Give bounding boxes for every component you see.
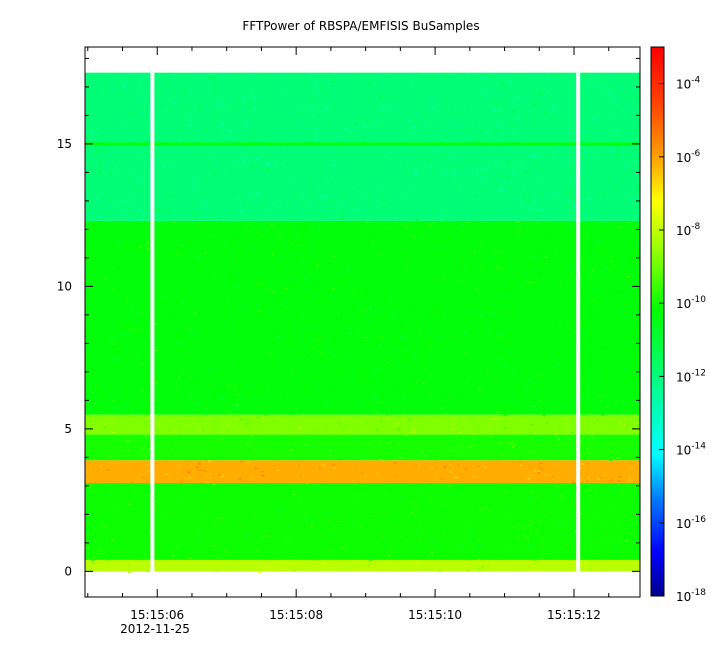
x-axis: 15:15:06 15:15:08 15:15:10 15:15:12	[87, 47, 610, 622]
colorbar-tick-label-1: 10-6	[676, 149, 701, 165]
plot-frame	[84, 46, 641, 598]
x-axis-date-label: 2012-11-25	[120, 622, 190, 636]
band-texture-6	[85, 72, 640, 223]
y-tick-label-2: 10	[57, 279, 72, 293]
colorbar	[650, 46, 665, 597]
band-texture-5	[85, 221, 640, 417]
y-tick-label-1: 5	[64, 422, 72, 436]
data-gaps	[150, 72, 581, 572]
x-tick-label-2: 15:15:10	[408, 608, 462, 622]
band-texture-1	[85, 483, 640, 561]
spectral-line-0	[85, 142, 640, 146]
data-gap-0	[150, 72, 155, 572]
band-texture-2	[85, 460, 634, 485]
spectrogram-band-4	[85, 414, 640, 435]
colorbar-tick-label-2: 10-8	[676, 222, 701, 238]
colorbar-tick-label-5: 10-14	[676, 442, 706, 458]
colorbar-axis: 10-4 10-6 10-8 10-10 10-12 10-14 10-16 10-18	[659, 76, 706, 604]
spectrogram-image	[85, 72, 640, 573]
colorbar-tick-label-4: 10-12	[676, 368, 706, 384]
colorbar-tick-label-0: 10-4	[676, 76, 701, 92]
spectrogram-band-1	[85, 483, 640, 560]
colorbar-tick-label-6: 10-16	[676, 515, 706, 531]
x-tick-label-1: 15:15:08	[269, 608, 323, 622]
spectrogram-band-5	[85, 220, 640, 415]
spectrogram-band-0	[85, 559, 640, 572]
spectrogram-band-6	[85, 72, 640, 221]
x-tick-label-0: 15:15:06	[130, 608, 184, 622]
x-tick-label-3: 15:15:12	[547, 608, 601, 622]
data-gap-1	[576, 72, 581, 572]
y-axis: 0 5 10 15	[57, 57, 640, 578]
y-tick-label-0: 0	[64, 564, 72, 578]
spectrogram-band-3	[85, 434, 640, 461]
colorbar-tick-label-7: 10-18	[676, 588, 706, 604]
chart-title: FFTPower of RBSPA/EMFISIS BuSamples	[242, 19, 479, 33]
y-tick-label-3: 15	[57, 137, 72, 151]
spectrogram-band-2	[85, 460, 640, 484]
band-texture-3	[86, 435, 637, 462]
colorbar-tick-label-3: 10-10	[676, 295, 706, 311]
